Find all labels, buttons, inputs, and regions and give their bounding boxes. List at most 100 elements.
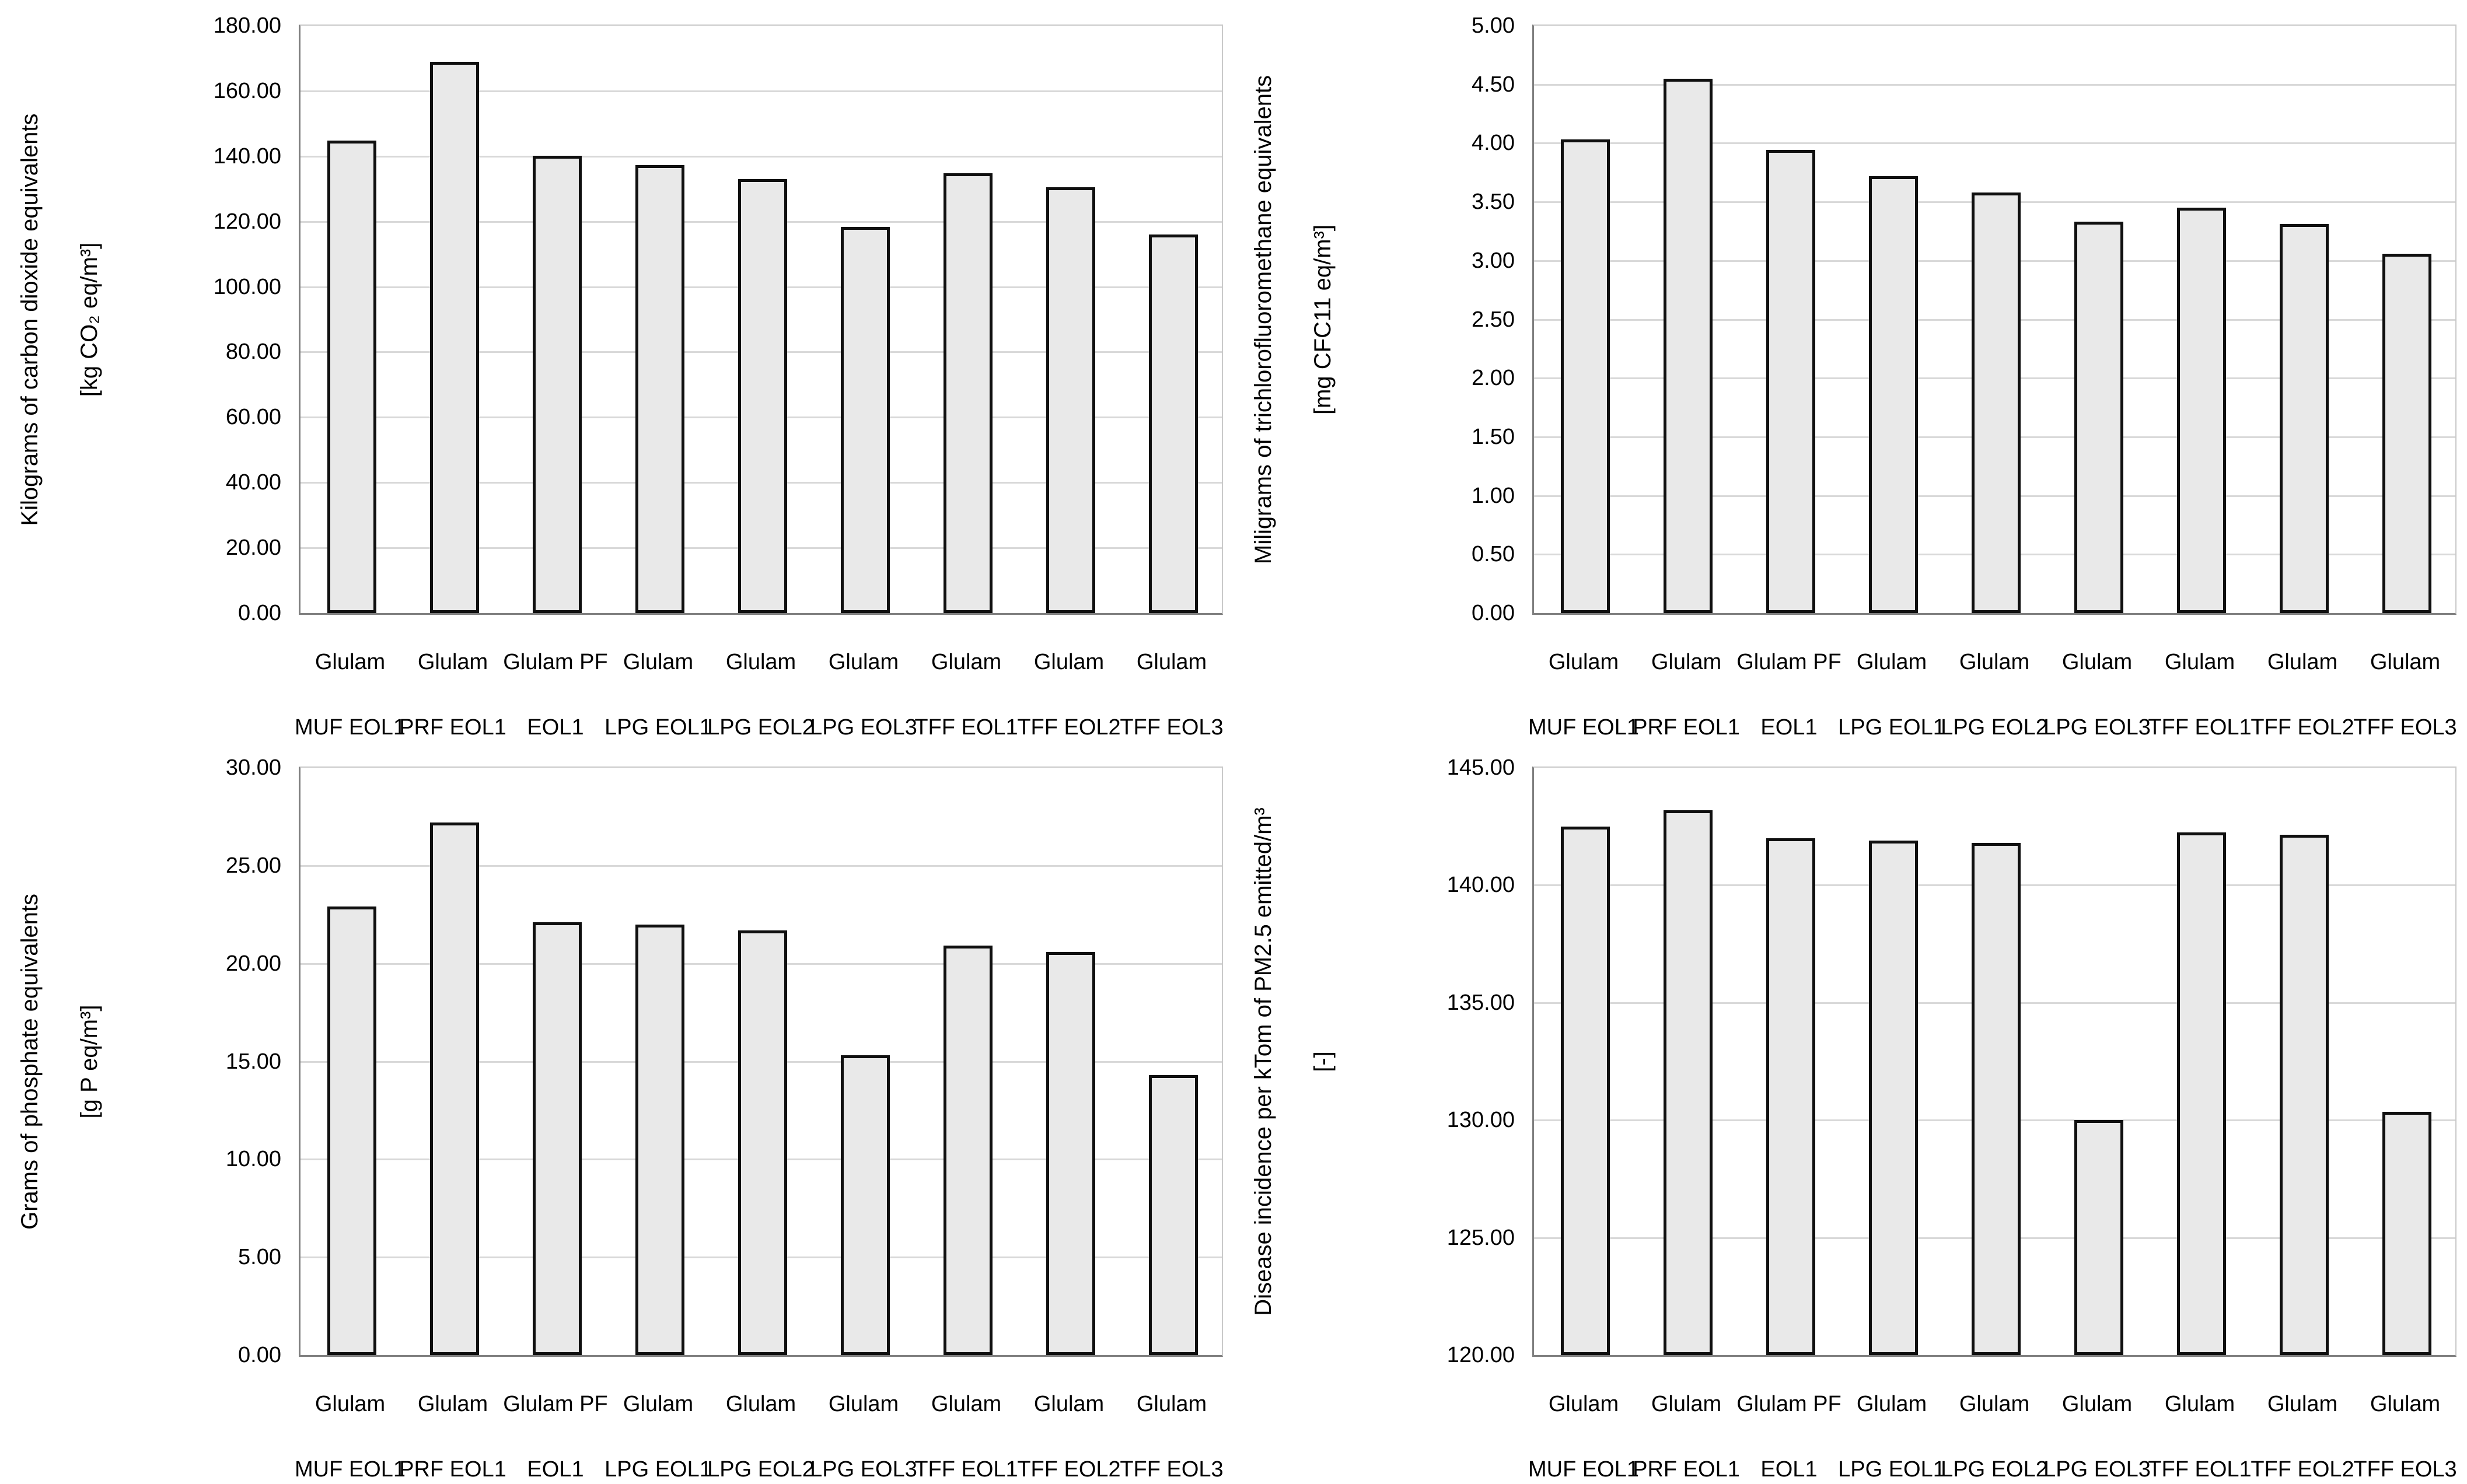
bar-glulam-lpg-eol2 <box>738 930 787 1355</box>
x-category-line2: LPG EOL2 <box>707 1457 815 1482</box>
x-category-line1: Glulam <box>1856 650 1927 674</box>
x-category-line2: TFF EOL3 <box>1120 715 1224 740</box>
x-category-line2: TFF EOL1 <box>2148 715 2252 740</box>
x-category-line2: EOL1 <box>1760 715 1818 740</box>
x-category-line1: Glulam <box>315 650 386 674</box>
bar-glulam-muf-eol1 <box>327 907 376 1355</box>
x-category-label: Glulam PRF EOL1 <box>1609 1391 1763 1483</box>
x-category-line2: EOL1 <box>527 1457 584 1482</box>
y-tick-label: 4.00 <box>1472 131 1515 155</box>
x-category-line1: Glulam <box>2164 1392 2235 1416</box>
x-category-line1: Glulam <box>2061 650 2133 674</box>
gridline <box>300 156 1222 158</box>
x-category-label: Glulam MUF EOL1 <box>273 649 427 741</box>
x-category-line2: PRF EOL1 <box>399 715 506 740</box>
x-category-line1: Glulam <box>725 1392 796 1416</box>
x-category-line1: Glulam <box>1959 650 2030 674</box>
x-category-label: Glulam LPG EOL1 <box>1815 649 1969 741</box>
x-category-line1: Glulam <box>623 650 694 674</box>
x-category-line1: Glulam <box>1548 650 1619 674</box>
x-category-line1: Glulam <box>931 1392 1002 1416</box>
x-category-line1: Glulam <box>2267 650 2338 674</box>
x-category-label: Glulam TFF EOL1 <box>889 649 1043 741</box>
y-tick-label: 15.00 <box>225 1049 281 1074</box>
bar-glulam-tff-eol2 <box>2280 835 2329 1355</box>
y-tick-label: 5.00 <box>238 1245 281 1269</box>
y-tick-label: 135.00 <box>1446 991 1515 1015</box>
x-category-line1: Glulam <box>1959 1392 2030 1416</box>
y-tick-label: 100.00 <box>213 275 281 299</box>
y-tick-label: 140.00 <box>213 144 281 169</box>
y-tick-label: 2.50 <box>1472 307 1515 332</box>
x-category-label: Glulam TFF EOL1 <box>889 1391 1043 1483</box>
x-category-line1: Glulam <box>1856 1392 1927 1416</box>
x-category-line1: Glulam <box>417 1392 488 1416</box>
x-category-line1: Glulam <box>2370 1392 2441 1416</box>
bar-glulam-prf-eol1 <box>1664 79 1713 613</box>
x-category-label: Glulam TFF EOL2 <box>992 1391 1146 1483</box>
y-tick-label: 140.00 <box>1446 873 1515 897</box>
x-category-label: Glulam LPG EOL1 <box>1815 1391 1969 1483</box>
x-category-line2: TFF EOL1 <box>2148 1457 2252 1482</box>
bar-glulam-lpg-eol1 <box>1869 176 1918 613</box>
x-category-line2: LPG EOL1 <box>1838 715 1945 740</box>
x-category-line2: TFF EOL3 <box>1120 1457 1224 1482</box>
bar-glulam-pf-eol1 <box>1766 150 1815 613</box>
y-axis-title: Grams of phosphate equivalents [g P eq/m³… <box>0 766 119 1357</box>
bar-glulam-lpg-eol1 <box>1869 841 1918 1355</box>
bar-glulam-tff-eol3 <box>2382 1112 2431 1355</box>
x-category-label: Glulam TFF EOL3 <box>2328 1391 2467 1483</box>
x-category-line2: LPG EOL2 <box>1941 715 2048 740</box>
x-category-line1: Glulam <box>931 650 1002 674</box>
x-category-line2: PRF EOL1 <box>1633 715 1740 740</box>
x-category-label: Glulam TFF EOL3 <box>1095 649 1249 741</box>
y-tick-label: 180.00 <box>213 13 281 38</box>
bar-glulam-tff-eol1 <box>944 946 993 1355</box>
y-axis-title-line2: [-] <box>1310 1051 1336 1072</box>
x-category-line2: MUF EOL1 <box>294 1457 406 1482</box>
x-category-label: Glulam MUF EOL1 <box>1507 649 1661 741</box>
y-axis-title: Miligrams of trichlorofluoromethane equi… <box>1234 24 1353 615</box>
x-category-line1: Glulam <box>1136 650 1207 674</box>
y-axis-title: Kilograms of carbon dioxide equivalents [… <box>0 24 119 615</box>
x-category-line2: LPG EOL3 <box>810 1457 917 1482</box>
bar-glulam-prf-eol1 <box>1664 810 1713 1355</box>
y-axis-title-line1: Disease incidence per kTom of PM2.5 emit… <box>1250 807 1276 1316</box>
x-category-line2: EOL1 <box>1760 1457 1818 1482</box>
x-category-line2: LPG EOL1 <box>1838 1457 1945 1482</box>
y-tick-label: 0.50 <box>1472 542 1515 566</box>
x-category-line1: Glulam <box>1136 1392 1207 1416</box>
plot-area <box>1532 766 2456 1357</box>
bar-glulam-lpg-eol3 <box>841 227 890 613</box>
x-category-line2: TFF EOL2 <box>2251 1457 2354 1482</box>
bar-glulam-lpg-eol3 <box>841 1055 890 1355</box>
x-category-line1: Glulam <box>315 1392 386 1416</box>
x-category-line2: TFF EOL2 <box>2251 715 2354 740</box>
x-category-line2: TFF EOL1 <box>914 715 1018 740</box>
y-tick-label: 4.50 <box>1472 72 1515 97</box>
y-tick-label: 0.00 <box>238 601 281 625</box>
x-category-label: Glulam LPG EOL2 <box>684 649 838 741</box>
x-category-line2: LPG EOL3 <box>2043 1457 2151 1482</box>
bar-glulam-tff-eol1 <box>944 173 993 613</box>
y-tick-label: 25.00 <box>225 853 281 878</box>
x-category-line1: Glulam <box>828 1392 899 1416</box>
plot-area <box>1532 24 2456 615</box>
x-category-line1: Glulam <box>828 650 899 674</box>
bar-glulam-lpg-eol3 <box>2074 222 2123 613</box>
y-tick-label: 20.00 <box>225 951 281 976</box>
x-category-label: Glulam PRF EOL1 <box>376 1391 530 1483</box>
gridline <box>300 865 1222 867</box>
y-tick-label: 130.00 <box>1446 1108 1515 1132</box>
bar-glulam-tff-eol3 <box>1149 1075 1198 1355</box>
x-category-line1: Glulam <box>417 650 488 674</box>
chart-co2-equivalents: 0.00 20.00 40.00 60.00 80.00 100.00 120.00 140.… <box>0 0 1234 742</box>
x-category-line2: TFF EOL1 <box>914 1457 1018 1482</box>
bar-glulam-tff-eol2 <box>1046 952 1095 1355</box>
gridline <box>1534 142 2455 144</box>
x-category-label: Glulam LPG EOL3 <box>2020 1391 2174 1483</box>
bar-glulam-pf-eol1 <box>533 922 582 1355</box>
bar-glulam-tff-eol2 <box>1046 187 1095 613</box>
y-axis-title-line2: [kg CO₂ eq/m³] <box>76 242 102 397</box>
